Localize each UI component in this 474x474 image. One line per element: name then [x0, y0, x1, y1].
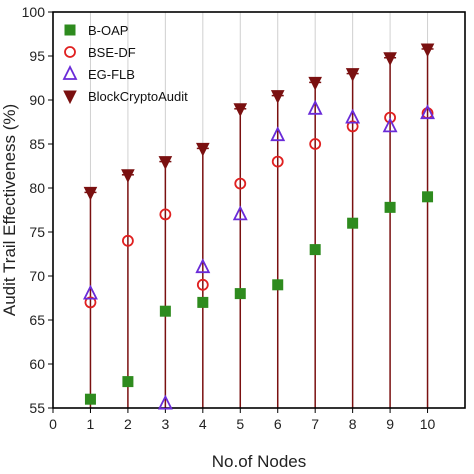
- grid: [89, 12, 429, 408]
- point-blockcryptoaudit: [308, 76, 322, 91]
- data-points: [82, 43, 436, 410]
- point-eg-flb: [420, 104, 436, 120]
- point-bse-df: [196, 278, 209, 291]
- x-tick-label: 1: [87, 416, 95, 432]
- x-tick-label: 8: [349, 416, 357, 432]
- point-blockcryptoaudit: [158, 156, 173, 170]
- plot-frame: [52, 11, 466, 409]
- point-bse-df: [271, 155, 284, 168]
- point-eg-flb: [195, 258, 211, 274]
- point-blockcryptoaudit: [383, 52, 397, 66]
- legend-marker: [62, 64, 78, 80]
- point-blockcryptoaudit: [270, 90, 285, 104]
- point-b-oap: [272, 279, 284, 291]
- point-b-oap: [84, 393, 96, 405]
- point-bse-df: [159, 208, 172, 221]
- y-tick-label: 85: [29, 136, 45, 152]
- point-bse-df: [384, 111, 396, 124]
- x-axis-title: No.of Nodes: [212, 452, 307, 471]
- point-blockcryptoaudit: [345, 68, 360, 82]
- error-bars: [84, 48, 434, 408]
- x-tick-label: 10: [420, 416, 436, 432]
- x-tick-label: 2: [124, 416, 132, 432]
- x-tick-label: 3: [161, 416, 169, 432]
- y-tick-label: 75: [29, 224, 45, 240]
- x-tick-label: 9: [386, 416, 394, 432]
- point-eg-flb: [382, 117, 398, 133]
- x-tick-label: 0: [49, 416, 57, 432]
- point-eg-flb: [270, 126, 286, 142]
- y-tick-label: 100: [22, 4, 46, 20]
- point-eg-flb: [345, 108, 361, 124]
- point-b-oap: [422, 191, 434, 203]
- legend-marker: [63, 90, 77, 105]
- point-eg-flb: [232, 205, 248, 221]
- legend-label: EG-FLB: [88, 67, 135, 82]
- legend-label: BSE-DF: [88, 45, 136, 60]
- legend: B-OAP BSE-DF EG-FLB BlockCryptoAudit: [62, 23, 188, 105]
- y-tick-label: 80: [29, 180, 45, 196]
- point-b-oap: [234, 288, 246, 300]
- y-tick-label: 70: [29, 268, 45, 284]
- point-eg-flb: [157, 394, 173, 410]
- point-blockcryptoaudit: [121, 169, 135, 183]
- point-eg-flb: [307, 99, 323, 115]
- x-tick-label: 5: [236, 416, 244, 432]
- point-eg-flb: [82, 284, 98, 300]
- point-bse-df: [84, 296, 97, 309]
- point-bse-df: [122, 234, 134, 247]
- point-blockcryptoaudit: [233, 103, 248, 117]
- legend-label: B-OAP: [88, 23, 128, 38]
- x-tick-label: 4: [199, 416, 207, 432]
- point-blockcryptoaudit: [196, 142, 210, 157]
- point-b-oap: [197, 296, 209, 308]
- point-b-oap: [347, 217, 359, 229]
- point-bse-df: [309, 138, 322, 150]
- x-tick-label: 6: [274, 416, 282, 432]
- legend-label: BlockCryptoAudit: [88, 89, 188, 104]
- point-bse-df: [346, 120, 359, 133]
- y-tick-label: 60: [29, 356, 45, 372]
- y-tick-label: 90: [29, 92, 45, 108]
- y-tick-label: 95: [29, 48, 45, 64]
- point-blockcryptoaudit: [420, 43, 435, 58]
- ticks: 0 1 2 3 4 5 6 7 8 9 10 55 60 65 70 75 80 85 90 95 100: [22, 4, 436, 432]
- point-b-oap: [122, 376, 134, 388]
- point-blockcryptoaudit: [83, 186, 98, 201]
- y-axis-title: Audit Trail Effectiveness (%): [0, 104, 19, 316]
- legend-marker: [64, 24, 76, 36]
- point-bse-df: [234, 177, 247, 190]
- y-tick-label: 65: [29, 312, 45, 328]
- x-tick-label: 7: [311, 416, 319, 432]
- legend-marker: [64, 46, 76, 58]
- y-tick-label: 55: [29, 400, 45, 416]
- point-b-oap: [159, 305, 171, 317]
- point-b-oap: [309, 244, 321, 256]
- point-b-oap: [384, 201, 396, 213]
